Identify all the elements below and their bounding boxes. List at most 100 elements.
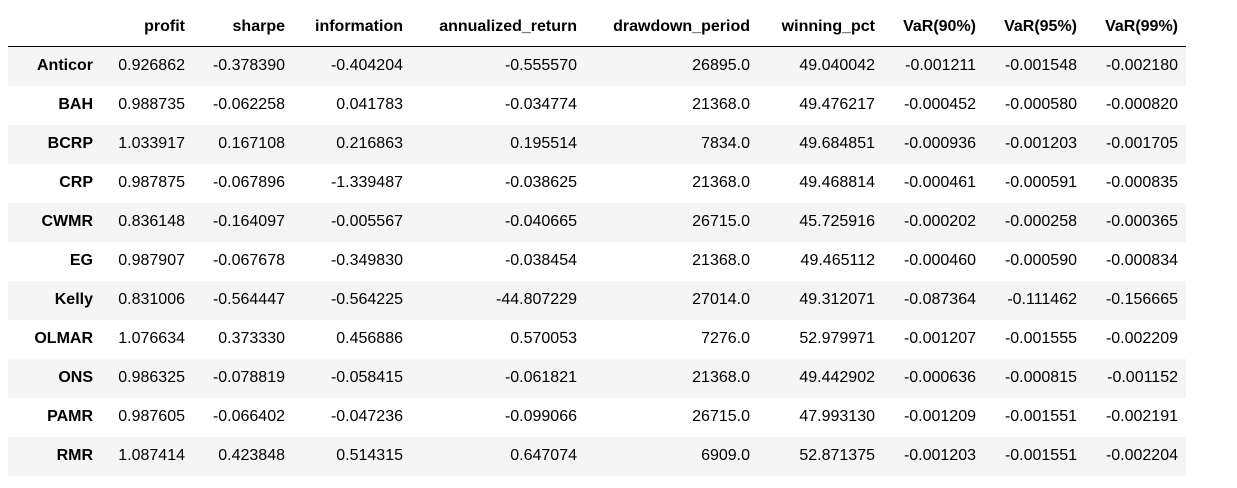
cell-sharpe: -0.067678 [212, 252, 285, 269]
cell-annualized-return: 0.647074 [510, 447, 577, 464]
header-row: profit sharpe information annualized_ret… [8, 8, 1186, 47]
cell-var-99: -0.000365 [1105, 213, 1178, 230]
cell-winning-pct: 52.979971 [799, 330, 875, 347]
cell-drawdown-period: 21368.0 [692, 174, 750, 191]
table-row: BCRP 1.033917 0.167108 0.216863 0.195514… [8, 124, 1186, 164]
cell-profit: 1.033917 [118, 135, 185, 152]
cell-profit: 1.087414 [118, 447, 185, 464]
header-var-90: VaR(90%) [883, 8, 984, 47]
cell-var-95: -0.111462 [1007, 291, 1077, 308]
cell-sharpe: -0.564447 [212, 291, 285, 308]
row-label: BCRP [47, 135, 93, 152]
cell-annualized-return: 0.570053 [510, 330, 577, 347]
table-row: BAH 0.988735 -0.062258 0.041783 -0.03477… [8, 85, 1186, 125]
cell-drawdown-period: 26715.0 [692, 408, 750, 425]
row-label: BAH [58, 96, 93, 113]
cell-profit: 0.987907 [118, 252, 185, 269]
row-label: CWMR [41, 213, 93, 230]
cell-drawdown-period: 21368.0 [692, 252, 750, 269]
cell-winning-pct: 49.442902 [799, 369, 875, 386]
cell-var-95: -0.001203 [1004, 135, 1077, 152]
cell-sharpe: -0.067896 [212, 174, 285, 191]
cell-drawdown-period: 21368.0 [692, 369, 750, 386]
cell-var-90: -0.000452 [903, 96, 976, 113]
cell-annualized-return: -0.555570 [504, 57, 577, 75]
dataframe-output: profit sharpe information annualized_ret… [8, 8, 1186, 476]
table-row: ONS 0.986325 -0.078819 -0.058415 -0.0618… [8, 358, 1186, 398]
cell-var-95: -0.001551 [1004, 447, 1077, 464]
cell-information: 0.514315 [336, 447, 403, 464]
header-var-99: VaR(99%) [1085, 8, 1186, 47]
cell-information: 0.041783 [336, 96, 403, 113]
cell-var-99: -0.000835 [1105, 174, 1178, 191]
header-winning-pct: winning_pct [758, 8, 883, 47]
cell-var-90: -0.001209 [903, 408, 976, 425]
cell-annualized-return: -0.038625 [504, 174, 577, 191]
header-annualized-return: annualized_return [411, 8, 585, 47]
results-table: profit sharpe information annualized_ret… [8, 8, 1186, 476]
row-label: OLMAR [34, 330, 93, 347]
cell-var-99: -0.002209 [1105, 330, 1178, 347]
cell-profit: 0.987875 [118, 174, 185, 191]
cell-drawdown-period: 26715.0 [692, 213, 750, 230]
cell-profit: 0.987605 [118, 408, 185, 425]
row-label: PAMR [47, 408, 93, 425]
cell-drawdown-period: 26895.0 [692, 57, 750, 75]
cell-var-95: -0.000580 [1004, 96, 1077, 113]
cell-annualized-return: -44.807229 [496, 291, 577, 308]
cell-sharpe: 0.423848 [218, 447, 285, 464]
cell-var-90: -0.001211 [905, 57, 976, 75]
cell-var-90: -0.000460 [903, 252, 976, 269]
cell-information: 0.216863 [336, 135, 403, 152]
cell-sharpe: -0.164097 [212, 213, 285, 230]
cell-winning-pct: 49.312071 [799, 291, 875, 308]
table-row: RMR 1.087414 0.423848 0.514315 0.647074 … [8, 436, 1186, 476]
cell-sharpe: -0.078819 [212, 369, 285, 386]
cell-var-99: -0.002204 [1105, 447, 1178, 464]
cell-profit: 0.926862 [118, 57, 185, 75]
table-row: EG 0.987907 -0.067678 -0.349830 -0.03845… [8, 241, 1186, 281]
cell-annualized-return: -0.099066 [504, 408, 577, 425]
header-index [8, 8, 101, 47]
cell-var-90: -0.001207 [903, 330, 976, 347]
cell-var-99: -0.156665 [1105, 291, 1178, 308]
row-label: RMR [56, 447, 93, 464]
cell-var-95: -0.001551 [1004, 408, 1077, 425]
cell-information: 0.456886 [336, 330, 403, 347]
table-row: Anticor 0.926862 -0.378390 -0.404204 -0.… [8, 46, 1186, 86]
cell-sharpe: 0.373330 [218, 330, 285, 347]
row-label: Anticor [37, 57, 93, 75]
header-information: information [293, 8, 411, 47]
cell-sharpe: -0.378390 [212, 57, 285, 75]
cell-var-95: -0.000590 [1004, 252, 1077, 269]
cell-annualized-return: -0.038454 [504, 252, 577, 269]
cell-drawdown-period: 7276.0 [701, 330, 750, 347]
table-header: profit sharpe information annualized_ret… [8, 8, 1186, 47]
cell-var-95: -0.000591 [1004, 174, 1077, 191]
cell-var-99: -0.000820 [1105, 96, 1178, 113]
cell-var-95: -0.000258 [1004, 213, 1077, 230]
cell-var-99: -0.002191 [1105, 408, 1178, 425]
cell-profit: 0.831006 [118, 291, 185, 308]
cell-drawdown-period: 27014.0 [692, 291, 750, 308]
cell-var-95: -0.000815 [1004, 369, 1077, 386]
table-row: CWMR 0.836148 -0.164097 -0.005567 -0.040… [8, 202, 1186, 242]
cell-drawdown-period: 21368.0 [692, 96, 750, 113]
cell-information: -0.005567 [330, 213, 403, 230]
cell-var-90: -0.001203 [903, 447, 976, 464]
cell-annualized-return: -0.061821 [504, 369, 577, 386]
cell-winning-pct: 49.468814 [799, 174, 875, 191]
cell-winning-pct: 49.040042 [799, 57, 875, 75]
cell-var-99: -0.000834 [1105, 252, 1178, 269]
cell-information: -1.339487 [330, 174, 403, 191]
header-drawdown-period: drawdown_period [585, 8, 758, 47]
cell-profit: 0.986325 [118, 369, 185, 386]
table-body: Anticor 0.926862 -0.378390 -0.404204 -0.… [8, 46, 1186, 476]
cell-var-99: -0.002180 [1105, 57, 1178, 75]
header-sharpe: sharpe [193, 8, 293, 47]
cell-var-95: -0.001548 [1004, 57, 1077, 75]
cell-annualized-return: 0.195514 [510, 135, 577, 152]
table-row: PAMR 0.987605 -0.066402 -0.047236 -0.099… [8, 397, 1186, 437]
cell-drawdown-period: 7834.0 [701, 135, 750, 152]
cell-annualized-return: -0.040665 [504, 213, 577, 230]
